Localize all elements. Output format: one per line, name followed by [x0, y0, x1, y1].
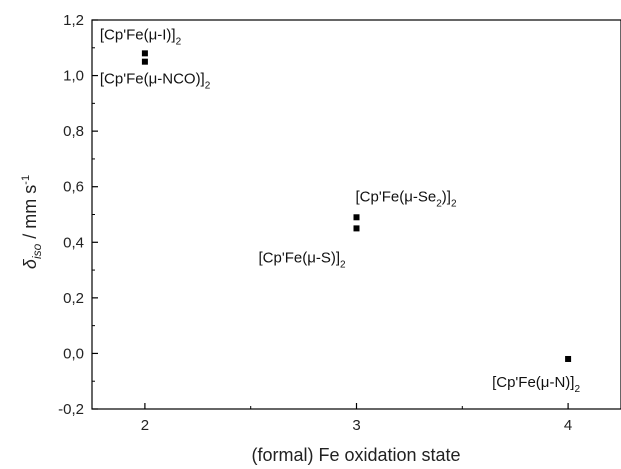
point-label: [Cp'Fe(μ-NCO)]2: [100, 71, 211, 92]
data-point: [353, 225, 360, 232]
y-tick-label: 0,6: [63, 179, 84, 196]
y-tick-label: 0,8: [63, 123, 84, 140]
y-tick-label: -0,2: [58, 401, 84, 418]
point-label: [Cp'Fe(μ-N)]2: [492, 374, 580, 395]
y-axis-ticks: -0,2 0,0 0,2 0,4 0,6 0,8 1,0 1,2: [58, 12, 98, 418]
data-point: [141, 50, 148, 57]
point-label: [Cp'Fe(μ-S)]2: [259, 249, 347, 270]
y-tick-label: 1,2: [63, 12, 84, 29]
x-tick-label: 4: [564, 417, 572, 434]
y-tick-label: 1,0: [63, 68, 84, 85]
data-point: [141, 58, 148, 65]
point-label: [Cp'Fe(μ-I)]2: [100, 26, 182, 47]
point-label: [Cp'Fe(μ-Se2)]2: [356, 188, 457, 209]
data-points: [141, 50, 572, 362]
data-point: [565, 355, 572, 362]
y-axis-title: δiso / mm s-1: [20, 175, 44, 269]
y-tick-label: 0,4: [63, 234, 84, 251]
y-tick-label: 0,2: [63, 290, 84, 307]
y-tick-label: 0,0: [63, 345, 84, 362]
x-tick-label: 2: [141, 417, 149, 434]
x-axis-title: (formal) Fe oxidation state: [251, 445, 460, 465]
x-axis-ticks: 2 3 4: [141, 403, 572, 434]
data-point: [353, 214, 360, 221]
x-tick-label: 3: [352, 417, 360, 434]
point-labels: [Cp'Fe(μ-I)]2 [Cp'Fe(μ-NCO)]2 [Cp'Fe(μ-Se2…: [100, 26, 581, 395]
